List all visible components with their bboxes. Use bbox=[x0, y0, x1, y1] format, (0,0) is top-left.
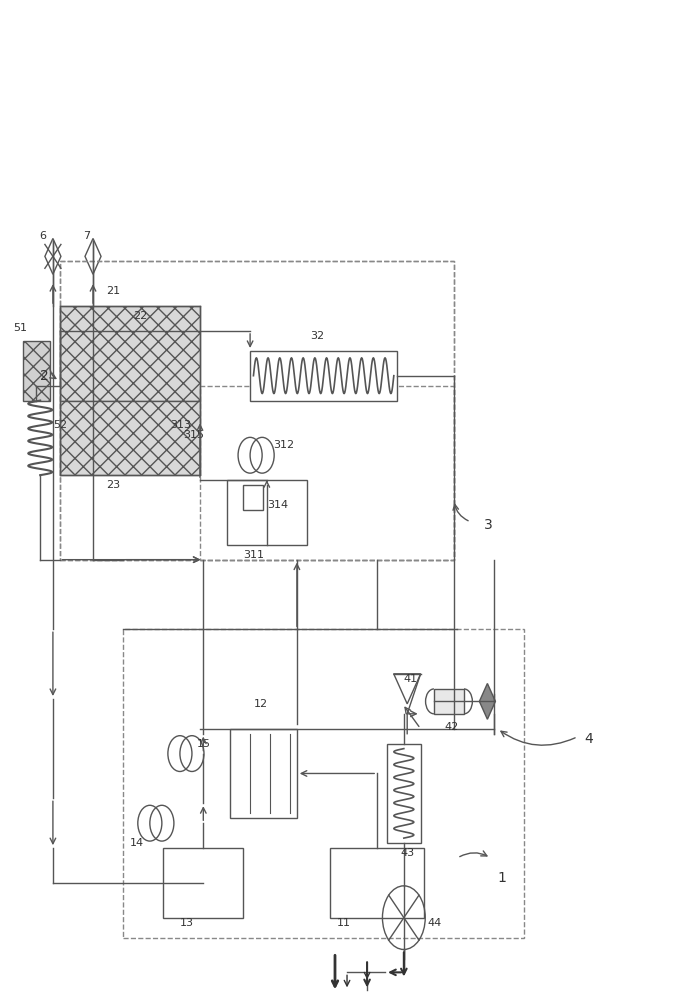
Text: 14: 14 bbox=[130, 838, 144, 848]
Text: 42: 42 bbox=[444, 722, 458, 732]
Text: 312: 312 bbox=[274, 440, 295, 450]
Text: 15: 15 bbox=[197, 739, 211, 749]
Bar bbox=[59, 261, 454, 560]
Text: 7: 7 bbox=[83, 231, 90, 241]
Bar bbox=[226, 480, 307, 545]
Polygon shape bbox=[479, 683, 495, 719]
Bar bbox=[230, 729, 297, 818]
Text: 32: 32 bbox=[310, 331, 324, 341]
Bar bbox=[200, 386, 454, 560]
Text: 23: 23 bbox=[106, 480, 121, 490]
Bar bbox=[163, 848, 243, 918]
Text: 21: 21 bbox=[106, 286, 121, 296]
Text: 52: 52 bbox=[53, 420, 67, 430]
Text: 13: 13 bbox=[180, 918, 194, 928]
Text: 3: 3 bbox=[484, 518, 493, 532]
Text: 12: 12 bbox=[253, 699, 268, 709]
Bar bbox=[387, 744, 421, 843]
Text: 313: 313 bbox=[170, 420, 191, 430]
Bar bbox=[434, 689, 464, 714]
Text: 311: 311 bbox=[243, 550, 264, 560]
Text: 1: 1 bbox=[497, 871, 506, 885]
Bar bbox=[59, 401, 200, 475]
Bar bbox=[59, 306, 200, 401]
Bar bbox=[123, 629, 524, 938]
Bar bbox=[243, 485, 264, 510]
Bar bbox=[250, 351, 397, 401]
Bar bbox=[59, 261, 454, 560]
Text: 11: 11 bbox=[337, 918, 351, 928]
Text: 2: 2 bbox=[40, 369, 49, 383]
Text: 6: 6 bbox=[40, 231, 47, 241]
Text: 41: 41 bbox=[404, 674, 418, 684]
Text: 22: 22 bbox=[133, 311, 148, 321]
Text: 4: 4 bbox=[584, 732, 593, 746]
Text: 314: 314 bbox=[267, 500, 288, 510]
Bar bbox=[330, 848, 424, 918]
Text: 51: 51 bbox=[13, 323, 27, 333]
Text: 44: 44 bbox=[427, 918, 441, 928]
Text: 43: 43 bbox=[400, 848, 415, 858]
Text: 315: 315 bbox=[183, 430, 204, 440]
Bar bbox=[23, 341, 50, 401]
